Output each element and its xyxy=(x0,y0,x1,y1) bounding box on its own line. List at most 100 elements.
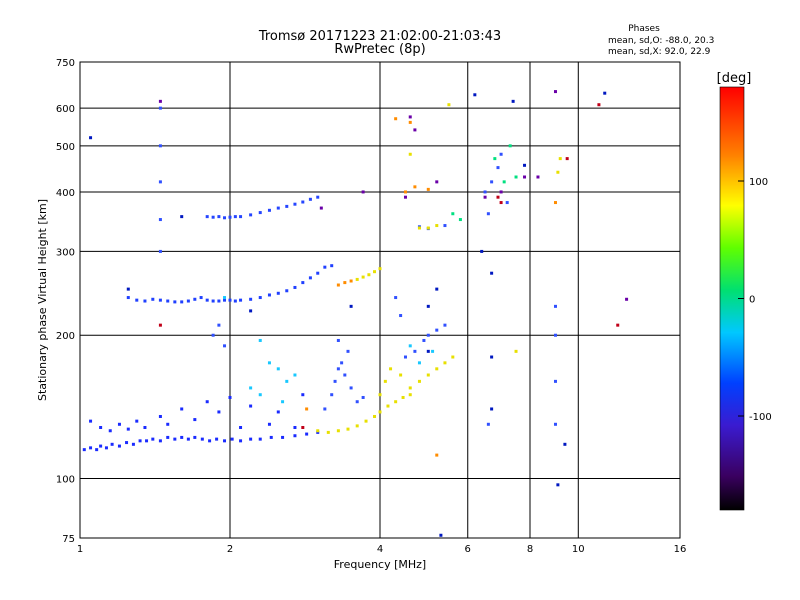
echo-point xyxy=(389,367,393,371)
echo-point xyxy=(499,190,503,194)
echo-point xyxy=(426,187,430,191)
echo-point xyxy=(378,267,382,271)
echo-point xyxy=(151,437,155,441)
echo-point xyxy=(217,410,221,414)
echo-point xyxy=(267,293,271,297)
echo-point xyxy=(355,277,359,281)
echo-point xyxy=(558,157,562,161)
echo-point xyxy=(308,276,312,280)
echo-point xyxy=(211,215,215,219)
echo-point xyxy=(361,275,365,279)
echo-point xyxy=(408,393,412,397)
echo-point xyxy=(173,300,177,304)
echo-point xyxy=(158,249,162,253)
colorbar-tick-label: 100 xyxy=(749,177,768,188)
x-axis-label: Frequency [MHz] xyxy=(334,558,426,571)
echo-point xyxy=(417,226,421,230)
echo-point xyxy=(223,298,227,302)
echo-point xyxy=(180,215,184,219)
echo-point xyxy=(228,215,232,219)
echo-point xyxy=(394,296,398,300)
echo-point xyxy=(301,281,305,285)
x-tick-label: 1 xyxy=(77,544,83,555)
echo-point xyxy=(223,344,227,348)
echo-point xyxy=(285,379,289,383)
echo-point xyxy=(143,425,147,429)
echo-point xyxy=(249,213,253,217)
echo-point xyxy=(211,333,215,337)
echo-point xyxy=(553,201,557,205)
echo-point xyxy=(553,304,557,308)
plot-frame xyxy=(79,61,681,539)
x-tick-label: 10 xyxy=(572,544,585,555)
echo-point xyxy=(408,344,412,348)
echo-point xyxy=(349,279,353,283)
echo-point xyxy=(422,338,426,342)
echo-point xyxy=(394,400,398,404)
echo-point xyxy=(496,166,500,170)
echo-point xyxy=(523,175,527,179)
echo-point xyxy=(293,425,297,429)
echo-point xyxy=(563,442,567,446)
echo-point xyxy=(180,300,184,304)
echo-point xyxy=(217,299,221,303)
echo-point xyxy=(349,386,353,390)
echo-point xyxy=(249,437,253,441)
echo-point xyxy=(443,361,447,365)
echo-point xyxy=(316,195,320,199)
echo-point xyxy=(536,175,540,179)
echo-point xyxy=(408,386,412,390)
echo-point xyxy=(208,439,212,443)
echo-point xyxy=(343,281,347,285)
echo-point xyxy=(443,224,447,228)
echo-point xyxy=(330,264,334,268)
echo-point xyxy=(336,283,340,287)
echo-point xyxy=(158,414,162,418)
echo-point xyxy=(496,195,500,199)
echo-point xyxy=(199,296,203,300)
echo-point xyxy=(158,298,162,302)
echo-point xyxy=(293,202,297,206)
echo-point xyxy=(276,367,280,371)
echo-point xyxy=(502,180,506,184)
echo-point xyxy=(126,296,130,300)
echo-point xyxy=(480,249,484,253)
echo-point xyxy=(403,190,407,194)
echo-point xyxy=(367,273,371,277)
echo-point xyxy=(126,287,130,291)
echo-point xyxy=(346,427,350,431)
echo-point xyxy=(399,373,403,377)
echo-point xyxy=(223,296,227,300)
echo-point xyxy=(556,170,560,174)
echo-point xyxy=(258,338,262,342)
echo-point xyxy=(435,453,439,457)
echo-point xyxy=(408,120,412,124)
echo-point xyxy=(305,407,309,411)
echo-point xyxy=(603,91,607,95)
echo-point xyxy=(625,297,629,301)
echo-point xyxy=(230,437,234,441)
echo-point xyxy=(233,215,237,219)
y-tick-label: 750 xyxy=(56,58,75,69)
echo-point xyxy=(158,439,162,443)
echo-point xyxy=(205,400,209,404)
echo-point xyxy=(158,323,162,327)
echo-point xyxy=(499,152,503,156)
chart-title-line1: Tromsø 20171223 21:02:00-21:03:43 xyxy=(258,29,501,44)
echo-point xyxy=(99,444,103,448)
echo-point xyxy=(451,212,455,216)
echo-point xyxy=(553,333,557,337)
echo-point xyxy=(158,106,162,110)
echo-point xyxy=(217,323,221,327)
echo-point xyxy=(326,430,330,434)
colorbar-tick-label: 0 xyxy=(749,295,755,306)
echo-point xyxy=(186,299,190,303)
echo-point xyxy=(426,373,430,377)
y-tick-label: 600 xyxy=(56,104,75,115)
echo-point xyxy=(426,304,430,308)
echo-point xyxy=(281,400,285,404)
echo-point xyxy=(355,424,359,428)
echo-point xyxy=(135,419,139,423)
echo-point xyxy=(173,437,177,441)
colorbar-tick-label: -100 xyxy=(749,412,772,423)
